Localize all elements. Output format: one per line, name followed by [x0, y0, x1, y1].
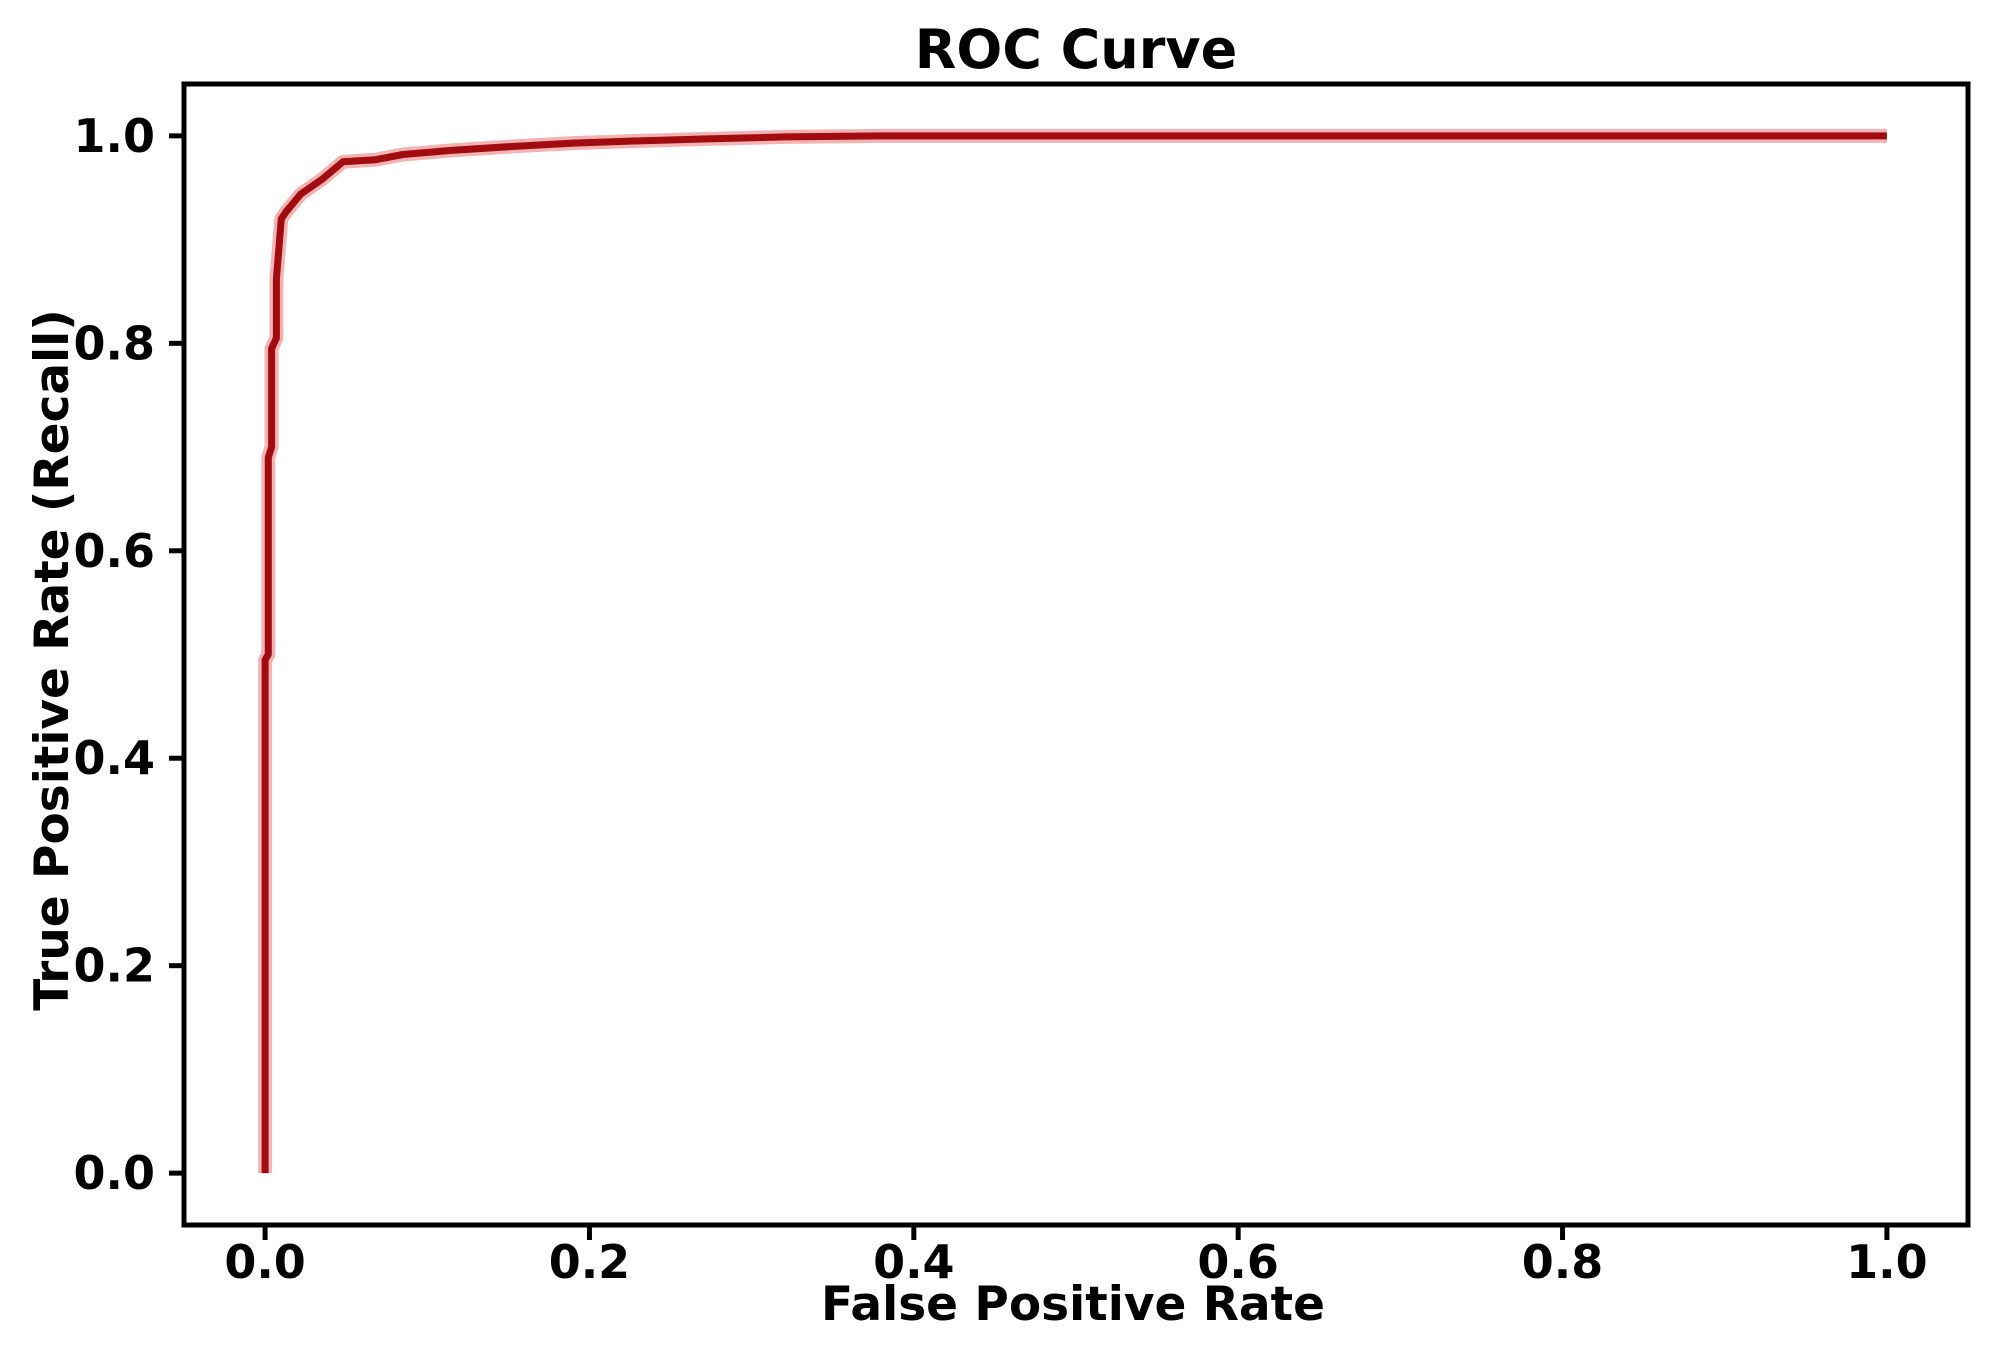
x-tick-label: 0.0 — [224, 1235, 306, 1289]
y-tick-label: 1.0 — [74, 109, 156, 163]
y-tick-label: 0.4 — [74, 731, 156, 785]
y-tick-label: 0.6 — [74, 524, 156, 578]
chart-title: ROC Curve — [915, 18, 1237, 81]
y-tick-label: 0.0 — [74, 1146, 156, 1200]
plot-border — [181, 81, 1971, 1228]
x-tick-label: 0.8 — [1522, 1235, 1604, 1289]
roc-curve-line — [261, 132, 1887, 1174]
plot-area: 0.0 0.2 0.4 0.6 0.8 1.0 0.0 0.2 0.4 0.6 0.8 1.0 — [74, 81, 1971, 1289]
x-axis-title: False Positive Rate — [821, 1277, 1325, 1332]
x-tick-label: 1.0 — [1846, 1235, 1928, 1289]
x-tick-label: 0.2 — [549, 1235, 631, 1289]
roc-curve-halo — [258, 128, 1887, 1174]
x-tick-label: 0.6 — [1197, 1235, 1279, 1289]
y-tick-label: 0.2 — [74, 939, 156, 993]
x-tick-label: 0.4 — [873, 1235, 955, 1289]
y-tick-label: 0.8 — [74, 316, 156, 370]
y-axis-title: True Positive Rate (Recall) — [25, 309, 80, 1011]
